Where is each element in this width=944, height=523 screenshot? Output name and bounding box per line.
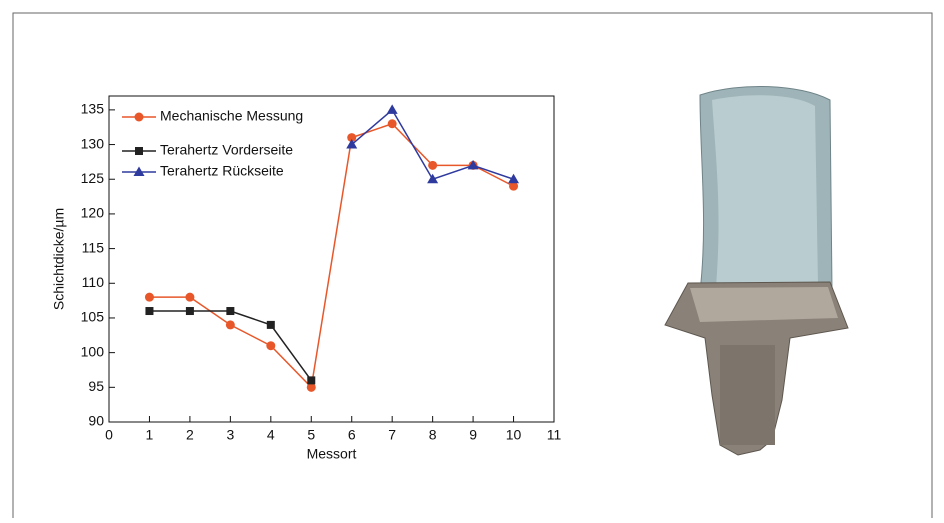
data-point [266,341,275,350]
data-point [388,119,397,128]
x-tick-label: 0 [105,427,113,443]
data-point [186,307,194,315]
y-tick-label: 135 [81,101,105,117]
y-tick-label: 115 [82,239,105,255]
legend-marker [135,113,144,122]
legend-marker [135,147,143,155]
data-point [226,307,234,315]
y-tick-label: 100 [81,343,105,359]
y-tick-label: 105 [81,309,105,325]
x-tick-label: 9 [469,427,477,443]
figure: 90 95 100 105 110 115 120 125 130 135 0 1 2 3 4 5 6 7 8 9 10… [0,0,944,518]
data-point [226,320,235,329]
y-tick-label: 130 [81,135,105,151]
data-point [267,321,275,329]
x-axis-label: Messort [307,446,357,462]
x-tick-label: 8 [429,427,437,443]
x-tick-label: 11 [547,427,562,443]
data-point [307,376,315,384]
x-tick-label: 6 [348,427,356,443]
x-tick-label: 7 [388,427,396,443]
x-tick-label: 1 [146,427,154,443]
data-point [145,307,153,315]
y-tick-label: 125 [81,170,105,186]
legend-label: Mechanische Messung [160,108,303,124]
x-tick-label: 2 [186,427,194,443]
legend-label: Terahertz Vorderseite [160,142,293,158]
x-tick-label: 3 [226,427,234,443]
x-tick-label: 4 [267,427,275,443]
y-tick-label: 110 [82,274,105,290]
y-tick-label: 90 [88,413,104,429]
data-point [387,104,398,114]
blade-photo [665,86,848,455]
y-tick-label: 120 [81,205,105,221]
y-tick-label: 95 [88,378,104,394]
data-point [145,293,154,302]
legend-label: Terahertz Rückseite [160,163,284,179]
plot: 90 95 100 105 110 115 120 125 130 135 0 1 2 3 4 5 6 7 8 9 10… [51,96,562,462]
data-point [428,161,437,170]
x-tick-label: 5 [307,427,315,443]
data-point [185,293,194,302]
x-tick-label: 10 [506,427,522,443]
y-axis-label: Schichtdicke/µm [51,208,67,310]
